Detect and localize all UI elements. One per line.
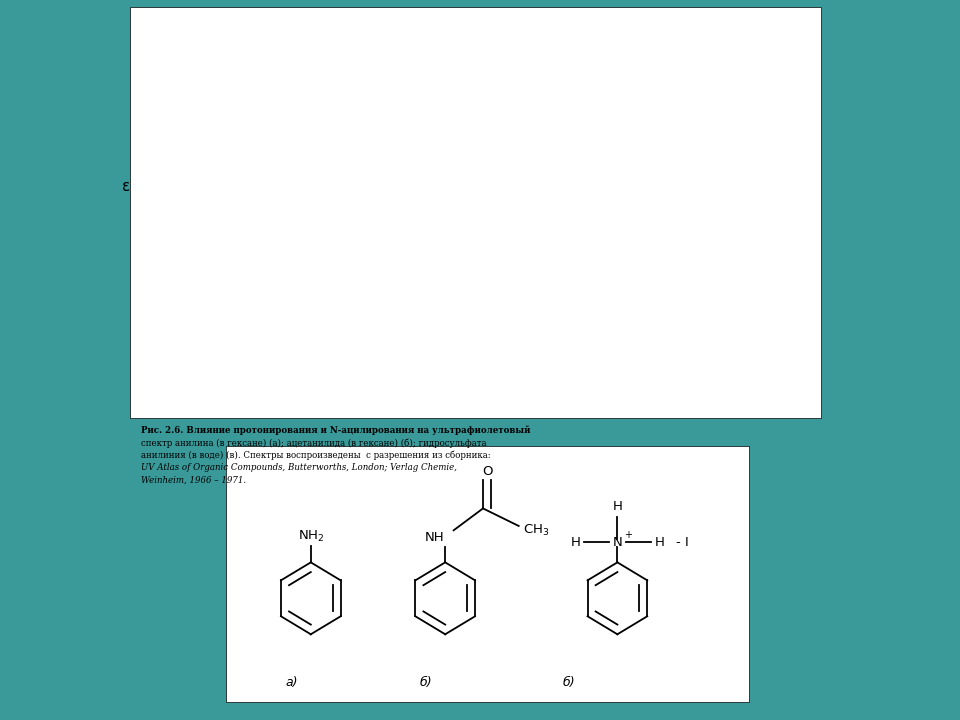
Text: +: + — [624, 530, 632, 540]
Text: CH$_3$: CH$_3$ — [523, 523, 549, 538]
Text: б): б) — [420, 676, 433, 689]
Y-axis label: ε: ε — [122, 179, 130, 194]
Text: O: O — [482, 464, 492, 478]
Text: UV Atlas of Organic Compounds, Butterworths, London; Verlag Chemie,: UV Atlas of Organic Compounds, Butterwor… — [141, 463, 457, 472]
Text: - I: - I — [676, 536, 689, 549]
Text: б): б) — [563, 676, 575, 689]
Text: NH$_2$: NH$_2$ — [298, 528, 324, 544]
Text: a: a — [403, 346, 409, 356]
Text: a: a — [191, 63, 197, 73]
Text: спектр анилина (в гексане) (a); ацетанилида (в гексане) (б); гидросульфата: спектр анилина (в гексане) (a); ацетанил… — [141, 438, 487, 448]
Text: Weinheim, 1966 – 1971.: Weinheim, 1966 – 1971. — [141, 475, 247, 485]
Text: N: N — [612, 536, 622, 549]
Text: а): а) — [286, 676, 299, 689]
Text: б: б — [427, 346, 433, 356]
Text: в: в — [497, 346, 503, 356]
Text: д: д — [191, 93, 198, 103]
Text: H: H — [655, 536, 664, 549]
Text: Рис. 2.6. Влияние протонирования и N-ацилирования на ультрафиолетовый: Рис. 2.6. Влияние протонирования и N-аци… — [141, 426, 531, 436]
X-axis label: λ , нм: λ , нм — [433, 380, 469, 393]
Text: анилиния (в воде) (в). Спектры воспроизведены  с разрешения из сборника:: анилиния (в воде) (в). Спектры воспроизв… — [141, 451, 491, 460]
Text: NH: NH — [425, 531, 444, 544]
Text: б: б — [191, 115, 197, 125]
Text: H: H — [612, 500, 622, 513]
Text: H: H — [570, 536, 581, 549]
